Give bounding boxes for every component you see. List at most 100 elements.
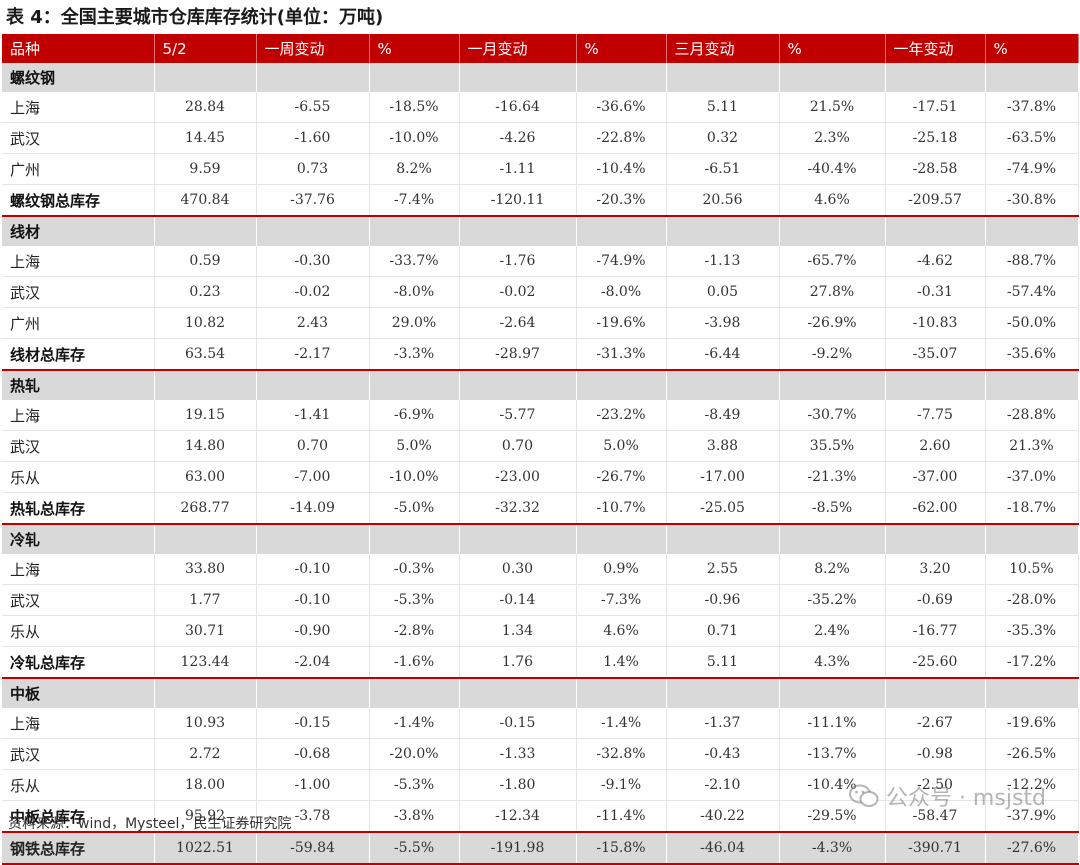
value-cell: 0.73 [256, 153, 370, 185]
value-cell: -1.76 [459, 246, 577, 277]
empty-cell [154, 216, 257, 246]
value-cell: -2.8% [369, 615, 460, 647]
value-cell: -209.57 [885, 184, 986, 217]
value-cell: -4.62 [885, 246, 986, 277]
empty-cell [985, 216, 1079, 246]
empty-cell [459, 524, 577, 554]
value-cell: 95.92 [154, 800, 257, 833]
value-cell: 4.3% [779, 646, 886, 679]
empty-cell [666, 216, 780, 246]
value-cell: 0.71 [666, 615, 780, 647]
value-cell: -37.8% [985, 92, 1079, 123]
value-cell: -2.17 [256, 338, 370, 371]
row-label: 武汉 [2, 122, 155, 154]
value-cell: -15.8% [576, 832, 667, 865]
table-title: 表 4：全国主要城市仓库库存统计(单位：万吨) [6, 7, 384, 28]
empty-cell [369, 63, 460, 92]
value-cell: -20.0% [369, 738, 460, 770]
table-row: 武汉 1.77 -0.10 -5.3% -0.14 -7.3% -0.96 -35.2% -0.… [2, 584, 1079, 616]
value-cell: -13.7% [779, 738, 886, 770]
value-cell: -11.4% [576, 800, 667, 833]
value-cell: 30.71 [154, 615, 257, 647]
value-cell: -5.3% [369, 769, 460, 801]
value-cell: -26.7% [576, 461, 667, 493]
empty-cell [369, 216, 460, 246]
total-row: 冷轧总库存 123.44 -2.04 -1.6% 1.76 1.4% 5.11 4.3% -25… [2, 646, 1079, 679]
value-cell: -2.50 [885, 769, 986, 801]
value-cell: 123.44 [154, 646, 257, 679]
value-cell: -63.5% [985, 122, 1079, 154]
value-cell: -6.51 [666, 153, 780, 185]
value-cell: 1022.51 [154, 832, 257, 865]
value-cell: -7.00 [256, 461, 370, 493]
value-cell: 33.80 [154, 554, 257, 585]
value-cell: -18.7% [985, 492, 1079, 525]
value-cell: -40.4% [779, 153, 886, 185]
header-cell: 品种 [2, 34, 155, 63]
value-cell: -74.9% [985, 153, 1079, 185]
value-cell: 0.59 [154, 246, 257, 277]
value-cell: -74.9% [576, 246, 667, 277]
category-row: 热轧 [2, 370, 1079, 400]
value-cell: -50.0% [985, 307, 1079, 339]
value-cell: -2.67 [885, 708, 986, 739]
value-cell: -0.90 [256, 615, 370, 647]
value-cell: -22.8% [576, 122, 667, 154]
empty-cell [779, 524, 886, 554]
value-cell: 10.93 [154, 708, 257, 739]
value-cell: -35.2% [779, 584, 886, 616]
header-cell: 一年变动 [885, 34, 986, 63]
empty-cell [576, 524, 667, 554]
empty-cell [256, 216, 370, 246]
empty-cell [256, 678, 370, 708]
value-cell: 2.72 [154, 738, 257, 770]
empty-cell [256, 524, 370, 554]
watermark: 公众号 · msjstd [848, 780, 1046, 812]
total-row: 热轧总库存 268.77 -14.09 -5.0% -32.32 -10.7% -25.05… [2, 492, 1079, 525]
value-cell: 470.84 [154, 184, 257, 217]
value-cell: -12.2% [985, 769, 1079, 801]
row-label: 武汉 [2, 276, 155, 308]
value-cell: -3.78 [256, 800, 370, 833]
value-cell: -1.80 [459, 769, 577, 801]
source-note: 资料来源：wind，Mysteel，民生证券研究院 [8, 816, 292, 832]
total-row: 线材总库存 63.54 -2.17 -3.3% -28.97 -31.3% -6.44 -9.… [2, 338, 1079, 371]
category-label: 线材 [2, 216, 155, 246]
value-cell: 2.4% [779, 615, 886, 647]
value-cell: -35.07 [885, 338, 986, 371]
value-cell: -27.6% [985, 832, 1079, 865]
value-cell: 4.6% [576, 615, 667, 647]
value-cell: 63.54 [154, 338, 257, 371]
empty-cell [154, 524, 257, 554]
wechat-icon [848, 784, 879, 807]
empty-cell [576, 63, 667, 92]
value-cell: -19.6% [985, 708, 1079, 739]
empty-cell [885, 370, 986, 400]
row-label: 乐从 [2, 461, 155, 493]
value-cell: -5.5% [369, 832, 460, 865]
table-row: 上海 10.93 -0.15 -1.4% -0.15 -1.4% -1.37 -11.1% -2… [2, 708, 1079, 739]
value-cell: -191.98 [459, 832, 577, 865]
empty-cell [576, 216, 667, 246]
row-label: 武汉 [2, 430, 155, 462]
value-cell: -2.64 [459, 307, 577, 339]
table-row: 乐从 18.00 -1.00 -5.3% -1.80 -9.1% -2.10 -10.4% -2… [2, 769, 1079, 801]
value-cell: -1.60 [256, 122, 370, 154]
value-cell: 1.76 [459, 646, 577, 679]
value-cell: -4.3% [779, 832, 886, 865]
value-cell: -0.30 [256, 246, 370, 277]
empty-cell [885, 63, 986, 92]
value-cell: -0.43 [666, 738, 780, 770]
row-label: 乐从 [2, 769, 155, 801]
value-cell: -1.11 [459, 153, 577, 185]
empty-cell [985, 678, 1079, 708]
value-cell: -33.7% [369, 246, 460, 277]
value-cell: -17.51 [885, 92, 986, 123]
value-cell: -35.3% [985, 615, 1079, 647]
category-row: 线材 [2, 216, 1079, 246]
value-cell: -0.14 [459, 584, 577, 616]
value-cell: -35.6% [985, 338, 1079, 371]
value-cell: -4.26 [459, 122, 577, 154]
empty-cell [985, 370, 1079, 400]
value-cell: -28.58 [885, 153, 986, 185]
